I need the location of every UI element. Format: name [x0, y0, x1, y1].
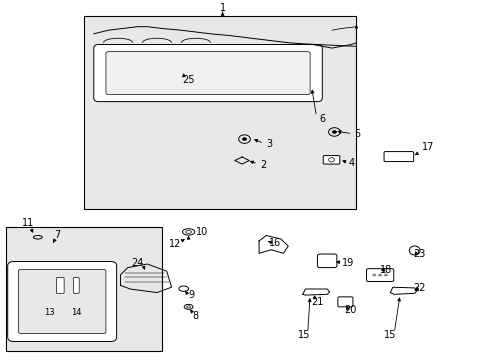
- Text: 13: 13: [43, 309, 54, 318]
- Text: 14: 14: [71, 309, 82, 318]
- FancyBboxPatch shape: [84, 16, 356, 209]
- Text: 21: 21: [310, 297, 323, 307]
- FancyBboxPatch shape: [8, 261, 116, 342]
- FancyBboxPatch shape: [383, 152, 413, 162]
- Text: 10: 10: [196, 227, 208, 237]
- Text: 23: 23: [413, 249, 425, 259]
- Text: 6: 6: [319, 114, 325, 124]
- Text: 9: 9: [187, 290, 194, 300]
- Text: 5: 5: [353, 130, 360, 139]
- FancyBboxPatch shape: [106, 51, 309, 94]
- Text: 2: 2: [260, 160, 266, 170]
- Text: 17: 17: [421, 142, 433, 152]
- Text: 7: 7: [54, 230, 61, 240]
- Text: 15: 15: [297, 330, 309, 341]
- FancyBboxPatch shape: [317, 254, 336, 267]
- Text: 11: 11: [22, 218, 34, 228]
- FancyBboxPatch shape: [94, 45, 322, 102]
- Text: 3: 3: [266, 139, 272, 149]
- Text: 8: 8: [192, 311, 199, 321]
- Circle shape: [331, 130, 336, 134]
- FancyBboxPatch shape: [56, 278, 64, 293]
- Text: 18: 18: [380, 265, 392, 275]
- Text: 15: 15: [384, 330, 396, 341]
- Text: 1: 1: [219, 3, 225, 13]
- Text: 4: 4: [348, 158, 354, 168]
- FancyBboxPatch shape: [19, 269, 106, 334]
- Text: 22: 22: [413, 283, 426, 293]
- Text: 12: 12: [169, 239, 181, 249]
- Circle shape: [377, 274, 381, 276]
- FancyBboxPatch shape: [73, 278, 79, 293]
- Circle shape: [242, 137, 246, 141]
- FancyBboxPatch shape: [337, 297, 352, 307]
- FancyBboxPatch shape: [323, 156, 339, 164]
- Text: 25: 25: [182, 75, 194, 85]
- Circle shape: [372, 274, 375, 276]
- FancyBboxPatch shape: [6, 226, 162, 351]
- Text: 16: 16: [268, 238, 280, 248]
- Text: 24: 24: [131, 258, 143, 268]
- Circle shape: [383, 274, 387, 276]
- FancyBboxPatch shape: [366, 269, 393, 282]
- Text: 20: 20: [344, 305, 356, 315]
- Text: 19: 19: [341, 258, 353, 268]
